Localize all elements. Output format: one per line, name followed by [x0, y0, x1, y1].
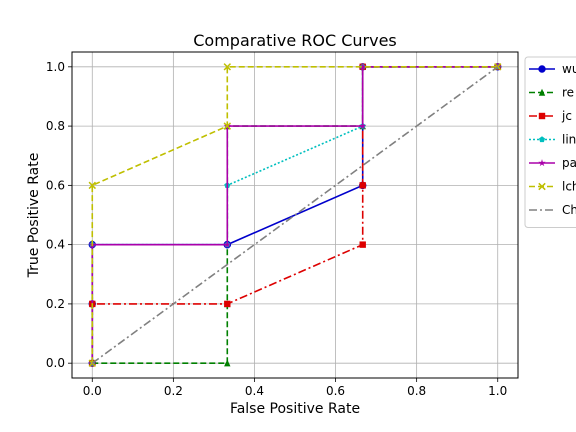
x-axis-title: False Positive Rate	[230, 401, 360, 417]
data-point-lch	[223, 63, 232, 71]
data-point-re	[224, 359, 231, 367]
data-point-lch	[223, 122, 232, 130]
y-tick-label: 0.4	[46, 238, 65, 252]
legend-label-lin: lin	[562, 133, 576, 147]
data-point-pa	[359, 62, 367, 70]
plot-area-frame	[71, 51, 519, 379]
legend-label-lch: lch	[562, 180, 576, 194]
legend: wu re jc lin pa lch Ch	[524, 56, 576, 228]
legend-label-Ch: Ch	[562, 203, 576, 217]
y-axis-title: True Positive Rate	[26, 153, 42, 279]
legend-label-wu: wu	[562, 62, 576, 76]
legend-marker-lin	[538, 136, 546, 143]
legend-marker-pa	[538, 159, 546, 167]
x-tick-label: 1.0	[488, 384, 507, 398]
x-tick-label: 0.4	[245, 384, 264, 398]
legend-label-jc: jc	[561, 109, 572, 123]
y-tick-label: 0.8	[46, 119, 65, 133]
legend-label-re: re	[562, 86, 574, 100]
series-line-Ch	[91, 66, 499, 364]
series-layer	[88, 62, 502, 367]
legend-marker-lch	[538, 182, 546, 191]
x-tick-label: 0.0	[83, 384, 102, 398]
data-point-pa	[359, 122, 367, 130]
legend-marker-re	[538, 88, 546, 96]
legend-label-pa: pa	[562, 156, 576, 170]
legend-box	[524, 56, 576, 228]
y-tick-label: 0.6	[46, 178, 65, 192]
x-tick-label: 0.6	[326, 384, 345, 398]
data-point-pa	[223, 240, 231, 248]
x-tick-label: 0.8	[407, 384, 426, 398]
chart-title: Comparative ROC Curves	[193, 31, 397, 50]
data-point-lch	[88, 181, 97, 190]
x-tick-label: 0.2	[164, 384, 183, 398]
legend-marker-wu	[538, 65, 546, 73]
y-tick-label: 0.0	[46, 356, 65, 370]
y-tick-label: 0.2	[46, 297, 65, 311]
data-point-jc	[359, 182, 366, 189]
legend-marker-jc	[538, 112, 546, 120]
axis-ticks: 0.0 0.2 0.4 0.6 0.8 1.0 0.0 0.2 0.4 0.6 0.8 1.0	[46, 60, 507, 398]
data-point-jc	[224, 300, 231, 308]
data-point-jc	[359, 241, 366, 248]
y-tick-label: 1.0	[46, 60, 65, 74]
series-Ch	[91, 66, 499, 364]
